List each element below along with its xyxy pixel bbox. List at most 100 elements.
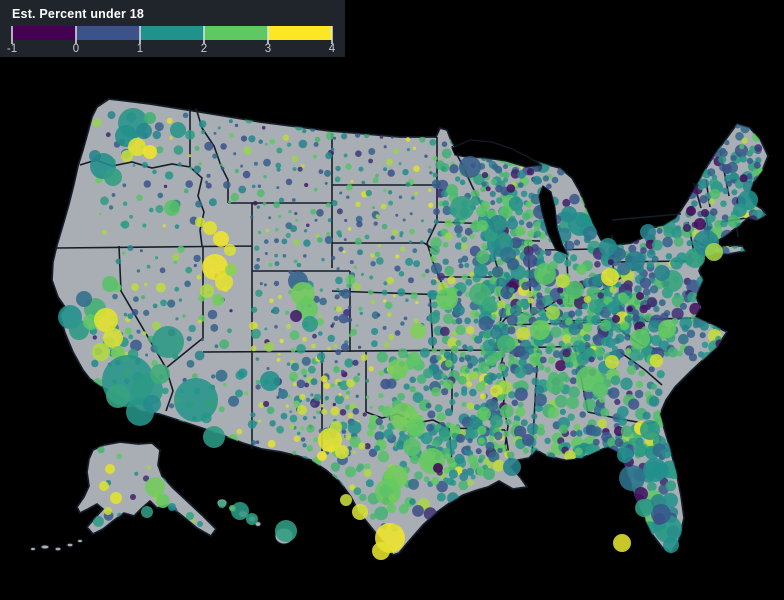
county-bubble[interactable]: [189, 166, 193, 170]
county-bubble[interactable]: [214, 104, 222, 112]
county-bubble[interactable]: [174, 378, 218, 422]
county-bubble[interactable]: [573, 239, 581, 246]
county-bubble[interactable]: [91, 359, 99, 368]
county-bubble[interactable]: [399, 234, 403, 238]
county-bubble[interactable]: [446, 439, 458, 451]
county-bubble[interactable]: [569, 377, 577, 385]
county-bubble[interactable]: [427, 336, 438, 346]
county-bubble[interactable]: [551, 176, 559, 184]
county-bubble[interactable]: [723, 121, 733, 131]
county-bubble[interactable]: [259, 282, 263, 286]
county-bubble[interactable]: [398, 195, 403, 199]
county-bubble[interactable]: [386, 158, 394, 166]
county-bubble[interactable]: [383, 429, 394, 440]
county-bubble[interactable]: [251, 114, 255, 118]
county-bubble[interactable]: [753, 300, 760, 308]
county-bubble[interactable]: [612, 307, 619, 314]
county-bubble[interactable]: [293, 435, 301, 443]
county-bubble[interactable]: [318, 314, 322, 318]
county-bubble[interactable]: [510, 304, 522, 317]
county-bubble[interactable]: [661, 188, 670, 197]
county-bubble[interactable]: [620, 321, 630, 331]
county-bubble[interactable]: [223, 181, 231, 189]
county-bubble[interactable]: [436, 412, 446, 422]
county-bubble[interactable]: [314, 136, 321, 143]
county-bubble[interactable]: [524, 238, 533, 248]
county-bubble[interactable]: [425, 402, 432, 409]
county-bubble[interactable]: [263, 400, 270, 408]
county-bubble[interactable]: [240, 164, 244, 168]
county-bubble[interactable]: [386, 276, 395, 285]
county-bubble[interactable]: [661, 195, 675, 209]
county-bubble[interactable]: [722, 164, 732, 174]
county-bubble[interactable]: [563, 375, 571, 383]
county-bubble[interactable]: [637, 354, 644, 361]
county-bubble[interactable]: [264, 252, 268, 255]
county-bubble[interactable]: [612, 315, 620, 323]
county-bubble[interactable]: [367, 289, 374, 296]
county-bubble[interactable]: [99, 481, 109, 491]
county-bubble[interactable]: [582, 322, 593, 333]
county-bubble[interactable]: [544, 437, 551, 444]
county-bubble[interactable]: [686, 329, 696, 338]
county-bubble[interactable]: [358, 166, 364, 172]
county-bubble[interactable]: [461, 401, 467, 407]
county-bubble[interactable]: [402, 218, 406, 222]
county-bubble[interactable]: [300, 426, 305, 431]
county-bubble[interactable]: [318, 331, 323, 336]
county-bubble[interactable]: [663, 537, 679, 553]
county-bubble[interactable]: [214, 344, 219, 349]
county-bubble[interactable]: [621, 515, 630, 524]
county-bubble[interactable]: [432, 369, 444, 380]
county-bubble[interactable]: [228, 109, 232, 113]
county-bubble[interactable]: [646, 185, 654, 193]
county-bubble[interactable]: [336, 287, 340, 292]
county-bubble[interactable]: [648, 248, 655, 255]
county-bubble[interactable]: [360, 354, 368, 361]
county-bubble[interactable]: [338, 233, 342, 238]
county-bubble[interactable]: [128, 138, 146, 156]
county-bubble[interactable]: [744, 328, 757, 340]
county-bubble[interactable]: [169, 403, 175, 409]
county-bubble[interactable]: [497, 335, 515, 353]
county-bubble[interactable]: [569, 193, 580, 205]
county-bubble[interactable]: [358, 345, 362, 349]
county-bubble[interactable]: [467, 345, 474, 352]
county-bubble[interactable]: [568, 386, 580, 399]
county-bubble[interactable]: [332, 402, 336, 407]
county-bubble[interactable]: [302, 316, 318, 332]
county-bubble[interactable]: [382, 325, 387, 330]
county-bubble[interactable]: [175, 317, 179, 321]
county-bubble[interactable]: [242, 170, 251, 179]
county-bubble[interactable]: [290, 359, 295, 364]
county-bubble[interactable]: [278, 389, 288, 399]
county-bubble[interactable]: [100, 196, 109, 206]
county-bubble[interactable]: [365, 379, 370, 383]
county-bubble[interactable]: [682, 168, 692, 177]
county-bubble[interactable]: [527, 423, 539, 435]
county-bubble[interactable]: [464, 227, 473, 236]
county-bubble[interactable]: [218, 406, 225, 413]
county-bubble[interactable]: [375, 418, 383, 426]
county-bubble[interactable]: [427, 303, 432, 307]
county-bubble[interactable]: [491, 266, 504, 278]
county-bubble[interactable]: [290, 347, 296, 353]
county-bubble[interactable]: [525, 201, 533, 208]
county-bubble[interactable]: [154, 122, 164, 132]
county-bubble[interactable]: [319, 297, 327, 306]
county-bubble[interactable]: [614, 233, 624, 243]
county-bubble[interactable]: [709, 188, 721, 200]
county-bubble[interactable]: [598, 396, 606, 403]
county-bubble[interactable]: [220, 143, 227, 150]
county-bubble[interactable]: [535, 300, 545, 310]
county-bubble[interactable]: [156, 494, 170, 508]
county-bubble[interactable]: [269, 139, 275, 145]
county-bubble[interactable]: [381, 405, 394, 418]
county-bubble[interactable]: [409, 385, 416, 393]
county-bubble[interactable]: [288, 270, 293, 275]
county-bubble[interactable]: [159, 267, 166, 274]
county-bubble[interactable]: [590, 198, 598, 206]
county-bubble[interactable]: [255, 384, 261, 390]
county-bubble[interactable]: [420, 432, 433, 445]
county-bubble[interactable]: [677, 159, 685, 166]
